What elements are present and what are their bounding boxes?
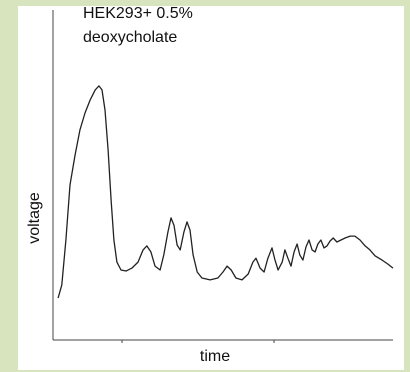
panel — [18, 6, 404, 370]
chart-title: HEK293+ 0.5% — [83, 5, 193, 22]
y-axis-label: voltage — [26, 192, 43, 244]
line — [57, 85, 394, 299]
x-axis-label: time — [200, 348, 230, 365]
chart-title: deoxycholate — [83, 29, 177, 46]
